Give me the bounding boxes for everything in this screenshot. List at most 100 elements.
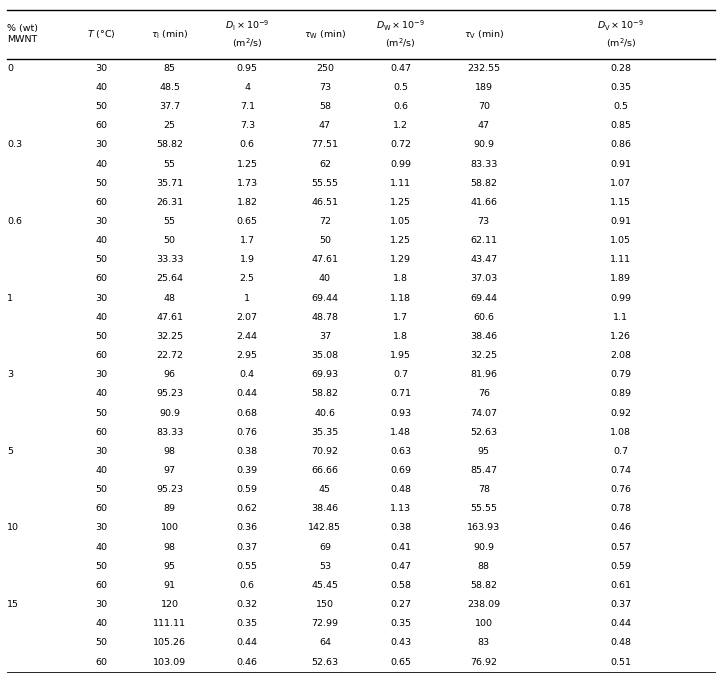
Text: 58.82: 58.82 xyxy=(311,389,339,398)
Text: 0.76: 0.76 xyxy=(610,485,632,494)
Text: 40: 40 xyxy=(95,313,107,322)
Text: 0.72: 0.72 xyxy=(390,140,412,149)
Text: 1.11: 1.11 xyxy=(610,255,632,265)
Text: 73: 73 xyxy=(319,83,331,92)
Text: 1.2: 1.2 xyxy=(393,122,408,130)
Text: 58: 58 xyxy=(319,102,331,111)
Text: 0.5: 0.5 xyxy=(614,102,628,111)
Text: 78: 78 xyxy=(478,485,490,494)
Text: 40: 40 xyxy=(95,466,107,475)
Text: 1.7: 1.7 xyxy=(393,313,408,322)
Text: 25: 25 xyxy=(164,122,175,130)
Text: 0.37: 0.37 xyxy=(610,600,632,609)
Text: 83: 83 xyxy=(478,639,490,647)
Text: 0: 0 xyxy=(7,64,13,73)
Text: 7.1: 7.1 xyxy=(240,102,255,111)
Text: 40: 40 xyxy=(95,619,107,628)
Text: 55: 55 xyxy=(164,159,175,169)
Text: 163.93: 163.93 xyxy=(467,524,500,533)
Text: 0.71: 0.71 xyxy=(390,389,412,398)
Text: 53: 53 xyxy=(319,562,331,571)
Text: 0.86: 0.86 xyxy=(610,140,632,149)
Text: 1.82: 1.82 xyxy=(237,198,258,207)
Text: 66.66: 66.66 xyxy=(311,466,339,475)
Text: 30: 30 xyxy=(95,294,107,302)
Text: 0.27: 0.27 xyxy=(390,600,412,609)
Text: 47: 47 xyxy=(319,122,331,130)
Text: 74.07: 74.07 xyxy=(470,408,497,418)
Text: 1.11: 1.11 xyxy=(390,179,412,188)
Text: 1.07: 1.07 xyxy=(610,179,632,188)
Text: 0.7: 0.7 xyxy=(614,447,628,456)
Text: 60: 60 xyxy=(95,504,107,513)
Text: 40: 40 xyxy=(95,543,107,551)
Text: 15: 15 xyxy=(7,600,19,609)
Text: 1.05: 1.05 xyxy=(610,236,632,245)
Text: 1.89: 1.89 xyxy=(610,275,632,284)
Text: 0.5: 0.5 xyxy=(393,83,408,92)
Text: 40: 40 xyxy=(319,275,331,284)
Text: 69: 69 xyxy=(319,543,331,551)
Text: 55.55: 55.55 xyxy=(311,179,339,188)
Text: 2.08: 2.08 xyxy=(610,351,632,360)
Text: 33.33: 33.33 xyxy=(156,255,183,265)
Text: 238.09: 238.09 xyxy=(467,600,500,609)
Text: 60: 60 xyxy=(95,428,107,437)
Text: 0.6: 0.6 xyxy=(7,217,22,226)
Text: 0.38: 0.38 xyxy=(390,524,412,533)
Text: 45.45: 45.45 xyxy=(311,581,339,590)
Text: 60: 60 xyxy=(95,122,107,130)
Text: $T$ (°C): $T$ (°C) xyxy=(87,28,116,40)
Text: 38.46: 38.46 xyxy=(311,504,339,513)
Text: 1.13: 1.13 xyxy=(390,504,412,513)
Text: 1.7: 1.7 xyxy=(240,236,255,245)
Text: 70.92: 70.92 xyxy=(311,447,339,456)
Text: 0.89: 0.89 xyxy=(610,389,632,398)
Text: 55.55: 55.55 xyxy=(470,504,497,513)
Text: 1.08: 1.08 xyxy=(610,428,632,437)
Text: 0.48: 0.48 xyxy=(390,485,412,494)
Text: 0.51: 0.51 xyxy=(610,657,632,666)
Text: 62: 62 xyxy=(319,159,331,169)
Text: 50: 50 xyxy=(95,408,107,418)
Text: 48.78: 48.78 xyxy=(311,313,339,322)
Text: 232.55: 232.55 xyxy=(467,64,500,73)
Text: $D_{\mathsf{V}} \times 10^{-9}$
(m$^{2}$/s): $D_{\mathsf{V}} \times 10^{-9}$ (m$^{2}$… xyxy=(597,19,645,50)
Text: 32.25: 32.25 xyxy=(470,351,497,360)
Text: 90.9: 90.9 xyxy=(473,543,495,551)
Text: 1: 1 xyxy=(7,294,13,302)
Text: 81.96: 81.96 xyxy=(470,371,497,379)
Text: 0.44: 0.44 xyxy=(237,639,258,647)
Text: 0.4: 0.4 xyxy=(240,371,255,379)
Text: 150: 150 xyxy=(316,600,334,609)
Text: 105.26: 105.26 xyxy=(153,639,186,647)
Text: 0.59: 0.59 xyxy=(610,562,632,571)
Text: 0.35: 0.35 xyxy=(390,619,412,628)
Text: 69.44: 69.44 xyxy=(470,294,497,302)
Text: 1.8: 1.8 xyxy=(393,332,408,341)
Text: 90.9: 90.9 xyxy=(473,140,495,149)
Text: 58.82: 58.82 xyxy=(156,140,183,149)
Text: 50: 50 xyxy=(95,639,107,647)
Text: 0.7: 0.7 xyxy=(393,371,408,379)
Text: 72.99: 72.99 xyxy=(311,619,339,628)
Text: 0.79: 0.79 xyxy=(610,371,632,379)
Text: 50: 50 xyxy=(95,485,107,494)
Text: 83.33: 83.33 xyxy=(470,159,497,169)
Text: 95: 95 xyxy=(478,447,490,456)
Text: 0.41: 0.41 xyxy=(390,543,412,551)
Text: 0.68: 0.68 xyxy=(237,408,258,418)
Text: 50: 50 xyxy=(164,236,175,245)
Text: 100: 100 xyxy=(161,524,178,533)
Text: % (wt)
MWNT: % (wt) MWNT xyxy=(7,24,38,45)
Text: 0.6: 0.6 xyxy=(240,140,255,149)
Text: 189: 189 xyxy=(475,83,492,92)
Text: 1.18: 1.18 xyxy=(390,294,412,302)
Text: 111.11: 111.11 xyxy=(153,619,186,628)
Text: 60: 60 xyxy=(95,351,107,360)
Text: 90.9: 90.9 xyxy=(159,408,180,418)
Text: 0.48: 0.48 xyxy=(610,639,632,647)
Text: 0.32: 0.32 xyxy=(237,600,258,609)
Text: 77.51: 77.51 xyxy=(311,140,339,149)
Text: 46.51: 46.51 xyxy=(311,198,339,207)
